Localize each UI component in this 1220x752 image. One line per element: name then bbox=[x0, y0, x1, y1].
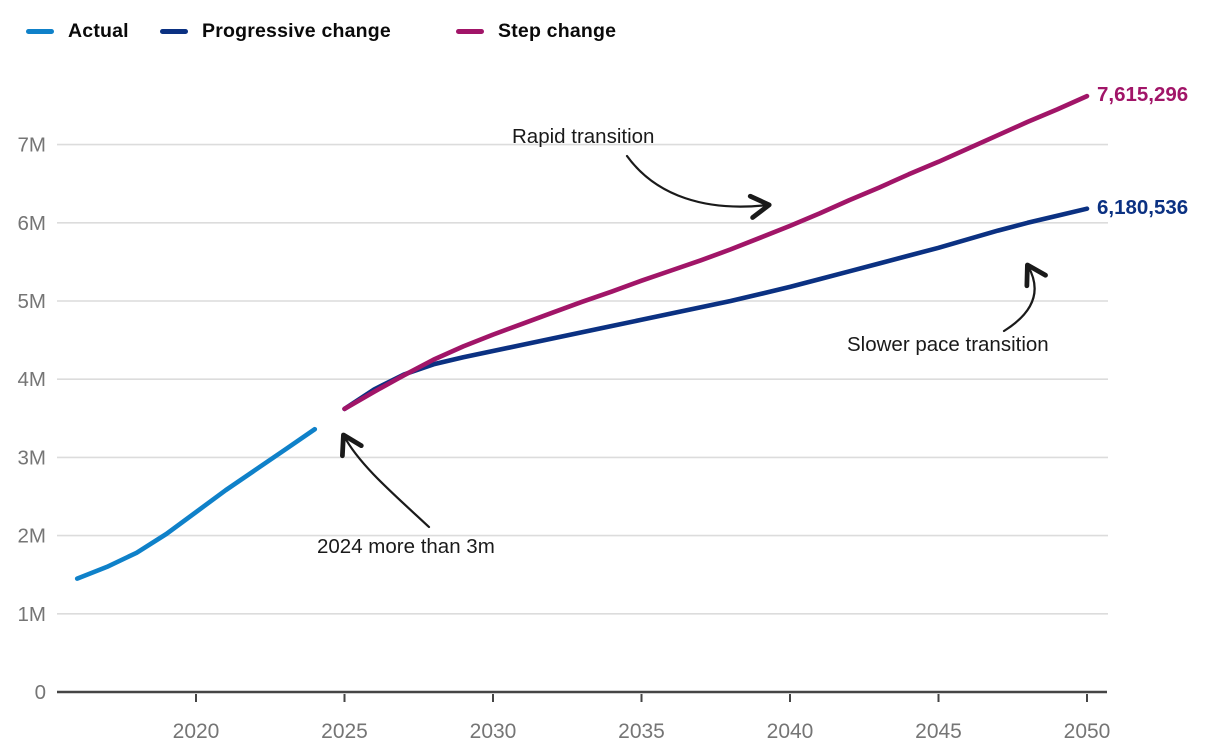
annotation-2024-more-than-3m: 2024 more than 3m bbox=[317, 535, 495, 558]
line-step-change bbox=[342, 93, 1090, 412]
y-tick-label: 5M bbox=[18, 290, 46, 313]
legend-swatch-actual bbox=[26, 28, 54, 34]
annotation-arrows bbox=[340, 154, 1048, 529]
annotation-rapid-transition: Rapid transition bbox=[512, 125, 655, 148]
line-progressive-change bbox=[342, 206, 1090, 412]
rapid-transition-arrow bbox=[625, 154, 772, 220]
note-2024-arrow bbox=[340, 432, 431, 529]
y-tick-label: 0 bbox=[35, 681, 46, 704]
slower-pace-transition-arrow bbox=[1002, 262, 1048, 333]
y-tick-label: 3M bbox=[18, 446, 46, 469]
legend-item-step-change: Step change bbox=[456, 20, 616, 42]
y-tick-label: 7M bbox=[18, 134, 46, 157]
x-tick-label: 2030 bbox=[470, 720, 517, 743]
line-actual bbox=[74, 426, 318, 581]
x-tick-label: 2040 bbox=[767, 720, 814, 743]
end-value-label-step-change: 7,615,296 bbox=[1097, 83, 1189, 106]
legend-swatch-progressive-change bbox=[160, 28, 188, 34]
y-tick-label: 4M bbox=[18, 368, 46, 391]
x-tick-label: 2035 bbox=[618, 720, 665, 743]
y-tick-label: 6M bbox=[18, 212, 46, 235]
gridlines: 0 1M 2M 3M 4M 5M 6M 7M bbox=[18, 134, 1108, 704]
series-lines bbox=[74, 93, 1090, 581]
axes: 2020 2025 2030 2035 2040 2045 2050 bbox=[57, 690, 1111, 743]
legend-label-progressive-change: Progressive change bbox=[202, 19, 391, 42]
y-tick-label: 2M bbox=[18, 525, 46, 548]
x-tick-label: 2020 bbox=[173, 720, 220, 743]
x-tick-label: 2025 bbox=[321, 720, 368, 743]
legend-item-progressive-change: Progressive change bbox=[160, 20, 391, 42]
x-tick-label: 2045 bbox=[915, 720, 962, 743]
legend-item-actual: Actual bbox=[26, 20, 129, 42]
annotation-slower-pace-transition: Slower pace transition bbox=[847, 333, 1049, 356]
end-value-label-progressive-change: 6,180,536 bbox=[1097, 196, 1189, 219]
x-tick-label: 2050 bbox=[1064, 720, 1111, 743]
y-tick-label: 1M bbox=[18, 603, 46, 626]
legend-swatch-step-change bbox=[456, 28, 484, 34]
legend-label-step-change: Step change bbox=[498, 19, 617, 42]
legend-label-actual: Actual bbox=[68, 19, 129, 42]
